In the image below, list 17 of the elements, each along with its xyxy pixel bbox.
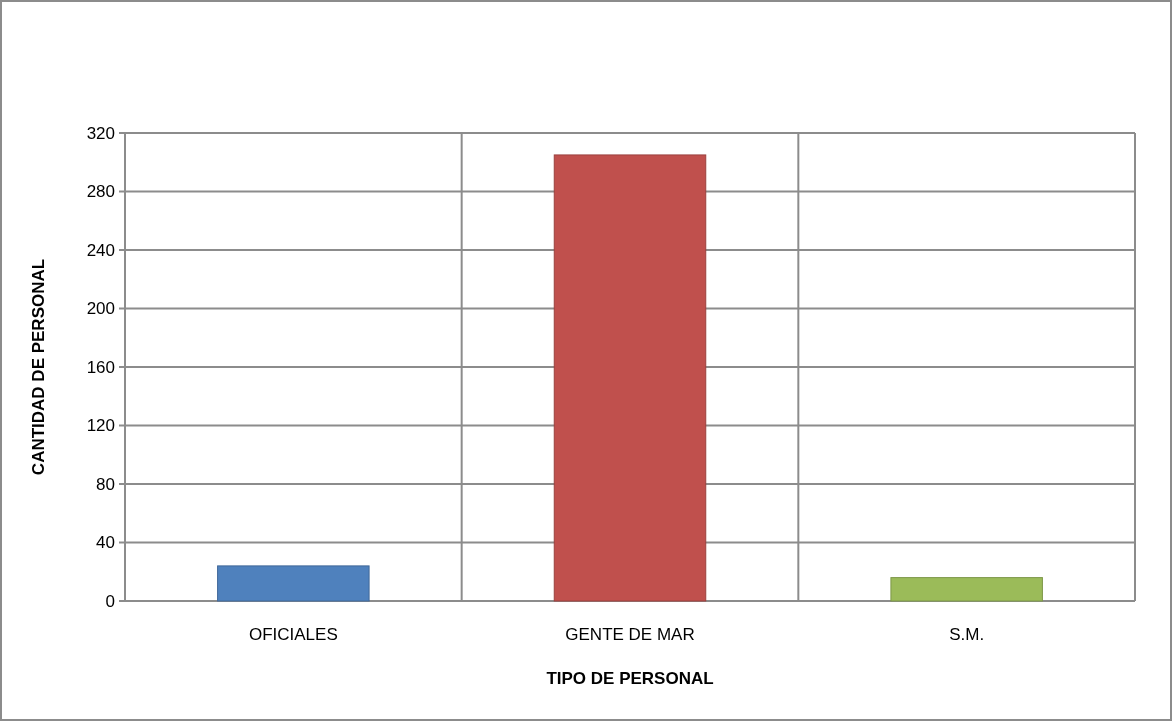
y-tick-label: 320 [86, 123, 115, 143]
y-tick-label: 0 [105, 591, 115, 611]
y-tick-label: 80 [96, 474, 115, 494]
x-tick-label: GENTE DE MAR [565, 625, 695, 644]
y-axis-title: CANTIDAD DE PERSONAL [29, 258, 48, 476]
y-tick-label: 200 [86, 299, 115, 318]
bar [553, 154, 707, 602]
y-tick-label: 160 [86, 357, 115, 377]
y-tick-label: 120 [86, 416, 115, 435]
x-tick-label: S.M. [949, 625, 985, 644]
y-tick-label: 240 [86, 240, 115, 260]
bar [890, 577, 1043, 602]
y-tick-label: 280 [86, 182, 115, 201]
x-axis-title: TIPO DE PERSONAL [546, 669, 714, 688]
x-tick-label: OFICIALES [248, 625, 338, 644]
y-tick-label: 40 [96, 533, 115, 552]
bar [217, 565, 370, 602]
